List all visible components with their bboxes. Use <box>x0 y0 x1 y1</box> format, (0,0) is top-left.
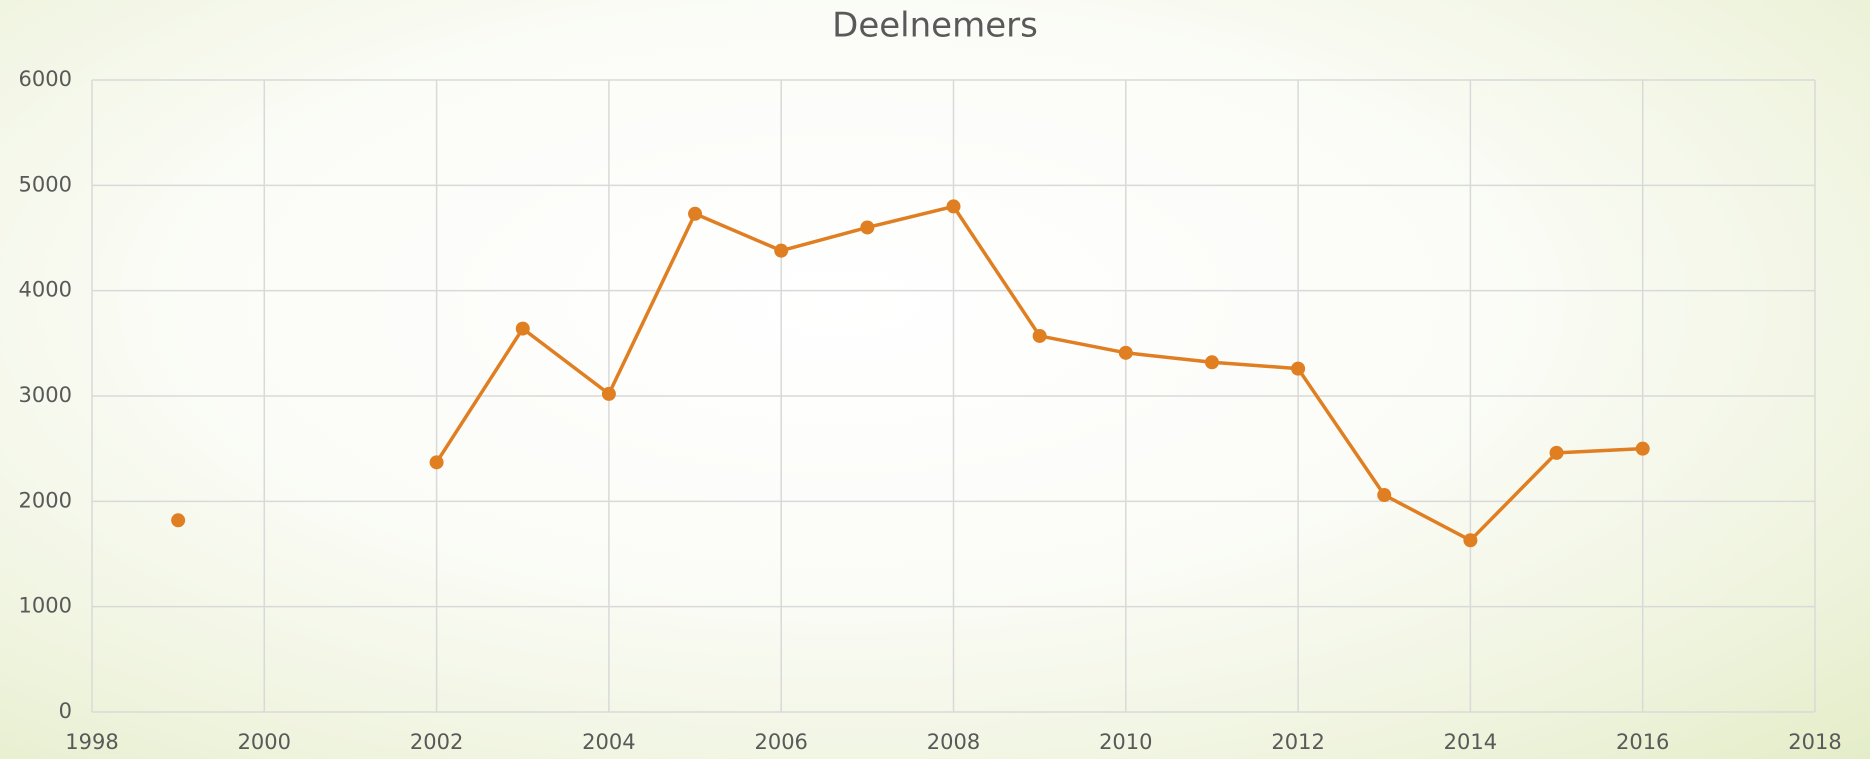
data-point <box>774 243 789 258</box>
y-tick-label: 6000 <box>19 67 72 91</box>
x-tick-label: 1998 <box>65 730 118 754</box>
data-point <box>429 455 444 470</box>
x-tick-label: 2012 <box>1271 730 1324 754</box>
x-tick-label: 2016 <box>1616 730 1669 754</box>
data-point <box>515 321 530 336</box>
x-tick-label: 2010 <box>1099 730 1152 754</box>
x-tick-label: 2002 <box>410 730 463 754</box>
x-tick-label: 2000 <box>238 730 291 754</box>
data-point <box>946 199 961 214</box>
data-point <box>1118 345 1133 360</box>
data-point <box>860 220 875 235</box>
data-point <box>1549 445 1564 460</box>
y-tick-label: 0 <box>59 699 72 723</box>
data-point <box>1291 361 1306 376</box>
x-tick-label: 2008 <box>927 730 980 754</box>
series-line <box>435 204 1643 543</box>
chart-title: Deelnemers <box>832 6 1038 46</box>
data-point <box>1635 441 1650 456</box>
data-point <box>688 206 703 221</box>
y-tick-label: 1000 <box>19 594 72 618</box>
x-tick-label: 2018 <box>1788 730 1841 754</box>
y-tick-label: 3000 <box>19 383 72 407</box>
y-tick-label: 2000 <box>19 488 72 512</box>
data-point <box>601 386 616 401</box>
data-point <box>171 513 186 528</box>
x-tick-label: 2014 <box>1444 730 1497 754</box>
data-point <box>1377 488 1392 503</box>
data-point <box>1032 328 1047 343</box>
x-tick-label: 2006 <box>754 730 807 754</box>
data-point <box>1204 355 1219 370</box>
y-tick-label: 5000 <box>19 172 72 196</box>
y-tick-label: 4000 <box>19 278 72 302</box>
data-point <box>1463 533 1478 548</box>
x-tick-label: 2004 <box>582 730 635 754</box>
